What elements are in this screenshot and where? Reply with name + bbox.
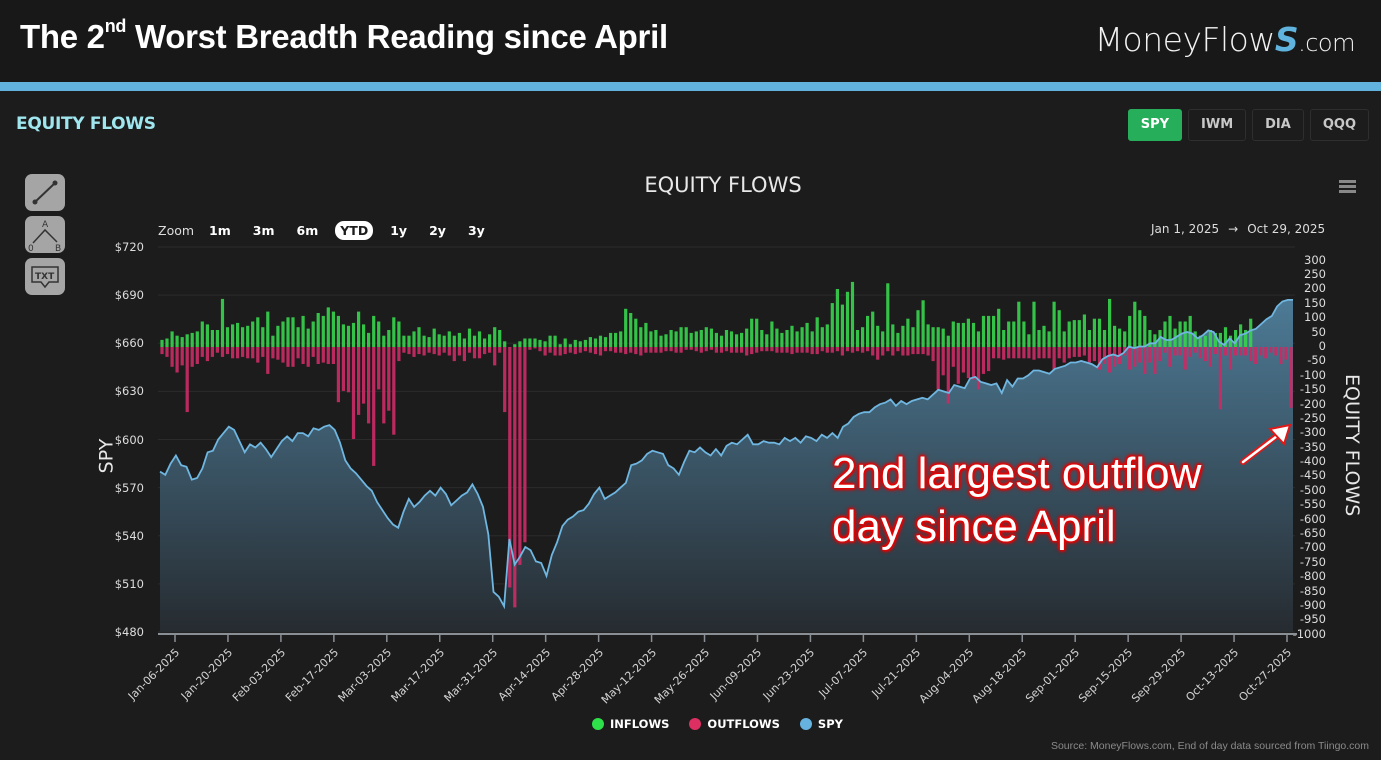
legend-item-inflows[interactable]: INFLOWS xyxy=(592,717,669,731)
chart-title: EQUITY FLOWS xyxy=(644,173,802,197)
trend-line-icon xyxy=(32,180,58,205)
right-axis-tick: -350 xyxy=(1299,439,1326,454)
brand-s-icon: S xyxy=(1274,20,1299,59)
right-axis-tick: -250 xyxy=(1299,410,1326,425)
legend-label: INFLOWS xyxy=(610,717,670,731)
chart-annotation: 2nd largest outflow day since April xyxy=(832,448,1201,554)
right-axis-tick: -400 xyxy=(1299,454,1326,469)
right-axis-tick: -800 xyxy=(1299,569,1326,584)
right-axis-tick: -300 xyxy=(1299,425,1326,440)
right-axis-tick: -100 xyxy=(1299,367,1326,382)
range-end-input[interactable]: Oct 29, 2025 xyxy=(1247,222,1326,236)
zoom-button-3m[interactable]: 3m xyxy=(252,223,275,238)
right-axis-tick: -900 xyxy=(1299,597,1326,612)
abc-pattern-icon: A 0 B xyxy=(28,220,61,253)
right-axis-tick: 100 xyxy=(1304,310,1326,325)
header-bar: The 2nd Worst Breadth Reading since Apri… xyxy=(0,0,1381,82)
right-axis-tick: 50 xyxy=(1311,324,1326,339)
trend-line-tool-button[interactable] xyxy=(25,174,65,211)
svg-text:0: 0 xyxy=(28,244,34,253)
right-axis-tick: 300 xyxy=(1304,252,1326,267)
spy-area xyxy=(160,299,1293,632)
zoom-button-ytd[interactable]: YTD xyxy=(335,221,374,240)
right-axis-tick: 250 xyxy=(1304,267,1326,282)
text-callout-icon: TXT xyxy=(31,266,59,289)
annotation-arrow-icon xyxy=(1240,423,1292,465)
right-axis-tick: -850 xyxy=(1299,583,1326,598)
right-axis-tick: -150 xyxy=(1299,382,1326,397)
right-axis-tick: 0 xyxy=(1318,339,1326,353)
range-arrow-icon: → xyxy=(1228,222,1239,236)
right-axis-tick: -450 xyxy=(1299,468,1326,483)
legend-label: OUTFLOWS xyxy=(707,717,780,731)
ticker-button-spy[interactable]: SPY xyxy=(1127,109,1183,141)
left-axis-tick: $660 xyxy=(114,336,144,351)
right-axis-tick: -500 xyxy=(1299,482,1326,497)
legend-item-spy[interactable]: SPY xyxy=(799,717,843,731)
left-axis-tick: $720 xyxy=(114,240,144,254)
left-axis-tick: $600 xyxy=(114,432,144,447)
drawing-toolbar: A 0 B TXT xyxy=(25,174,65,295)
zoom-button-1y[interactable]: 1y xyxy=(390,223,408,238)
zoom-label: Zoom xyxy=(158,223,195,238)
right-axis-tick: -650 xyxy=(1299,526,1326,540)
left-axis-tick: $630 xyxy=(114,384,144,399)
right-axis-tick: -750 xyxy=(1299,554,1326,569)
ticker-button-iwm[interactable]: IWM xyxy=(1188,109,1247,141)
svg-text:TXT: TXT xyxy=(35,272,55,282)
accent-stripe xyxy=(0,82,1381,91)
range-start-input[interactable]: Jan 1, 2025 xyxy=(1151,222,1220,236)
ticker-button-qqq[interactable]: QQQ xyxy=(1309,109,1369,141)
legend-dot-icon xyxy=(799,718,812,730)
right-axis-tick: -950 xyxy=(1299,612,1326,627)
section-title: EQUITY FLOWS xyxy=(16,114,156,134)
left-axis-tick: $480 xyxy=(114,625,144,639)
right-axis-tick: -600 xyxy=(1299,511,1326,526)
right-axis-tick: 200 xyxy=(1304,281,1326,296)
spy-line xyxy=(159,299,1293,610)
brand-logo: MoneyFlowS.com xyxy=(1094,20,1356,59)
right-axis-tick: -200 xyxy=(1299,396,1326,411)
page-headline: The 2nd Worst Breadth Reading since Apri… xyxy=(20,16,668,55)
zoom-button-6m[interactable]: 6m xyxy=(296,223,319,238)
abc-pattern-tool-button[interactable]: A 0 B xyxy=(25,216,65,253)
annotation-line-1: 2nd largest outflow xyxy=(832,449,1202,498)
left-axis-tick: $510 xyxy=(114,576,144,591)
left-axis-tick: $540 xyxy=(114,528,144,543)
right-axis-tick: -700 xyxy=(1299,540,1326,555)
zoom-range-selector: Zoom 1m 3m 6m YTD 1y 2y 3y xyxy=(158,221,502,240)
right-axis-tick: -550 xyxy=(1299,497,1326,512)
text-annotation-tool-button[interactable]: TXT xyxy=(25,258,65,295)
ticker-button-dia[interactable]: DIA xyxy=(1252,109,1304,141)
zoom-button-3y[interactable]: 3y xyxy=(467,223,485,238)
svg-text:A: A xyxy=(42,220,49,230)
zoom-button-1m[interactable]: 1m xyxy=(209,223,231,238)
date-range: Jan 1, 2025 → Oct 29, 2025 xyxy=(1151,222,1325,236)
left-axis-tick: $690 xyxy=(114,288,144,303)
zoom-button-2y[interactable]: 2y xyxy=(429,223,446,238)
right-axis-tick: -1000 xyxy=(1292,626,1326,641)
legend-label: SPY xyxy=(817,717,843,731)
ticker-selector: SPY IWM DIA QQQ xyxy=(1127,109,1369,141)
source-note: Source: MoneyFlows.com, End of day data … xyxy=(1050,740,1369,752)
right-axis-tick: 150 xyxy=(1304,295,1326,310)
right-axis-tick: -50 xyxy=(1307,353,1326,368)
legend-item-outflows[interactable]: OUTFLOWS xyxy=(689,717,780,731)
left-axis-tick: $570 xyxy=(114,480,144,495)
legend-dot-icon xyxy=(592,718,604,730)
legend-dot-icon xyxy=(689,718,702,730)
chart-menu-hamburger-icon[interactable] xyxy=(1339,180,1356,194)
chart-legend: INFLOWS OUTFLOWS SPY xyxy=(592,717,843,731)
svg-text:B: B xyxy=(55,244,61,253)
annotation-line-2: day since April xyxy=(832,501,1116,551)
